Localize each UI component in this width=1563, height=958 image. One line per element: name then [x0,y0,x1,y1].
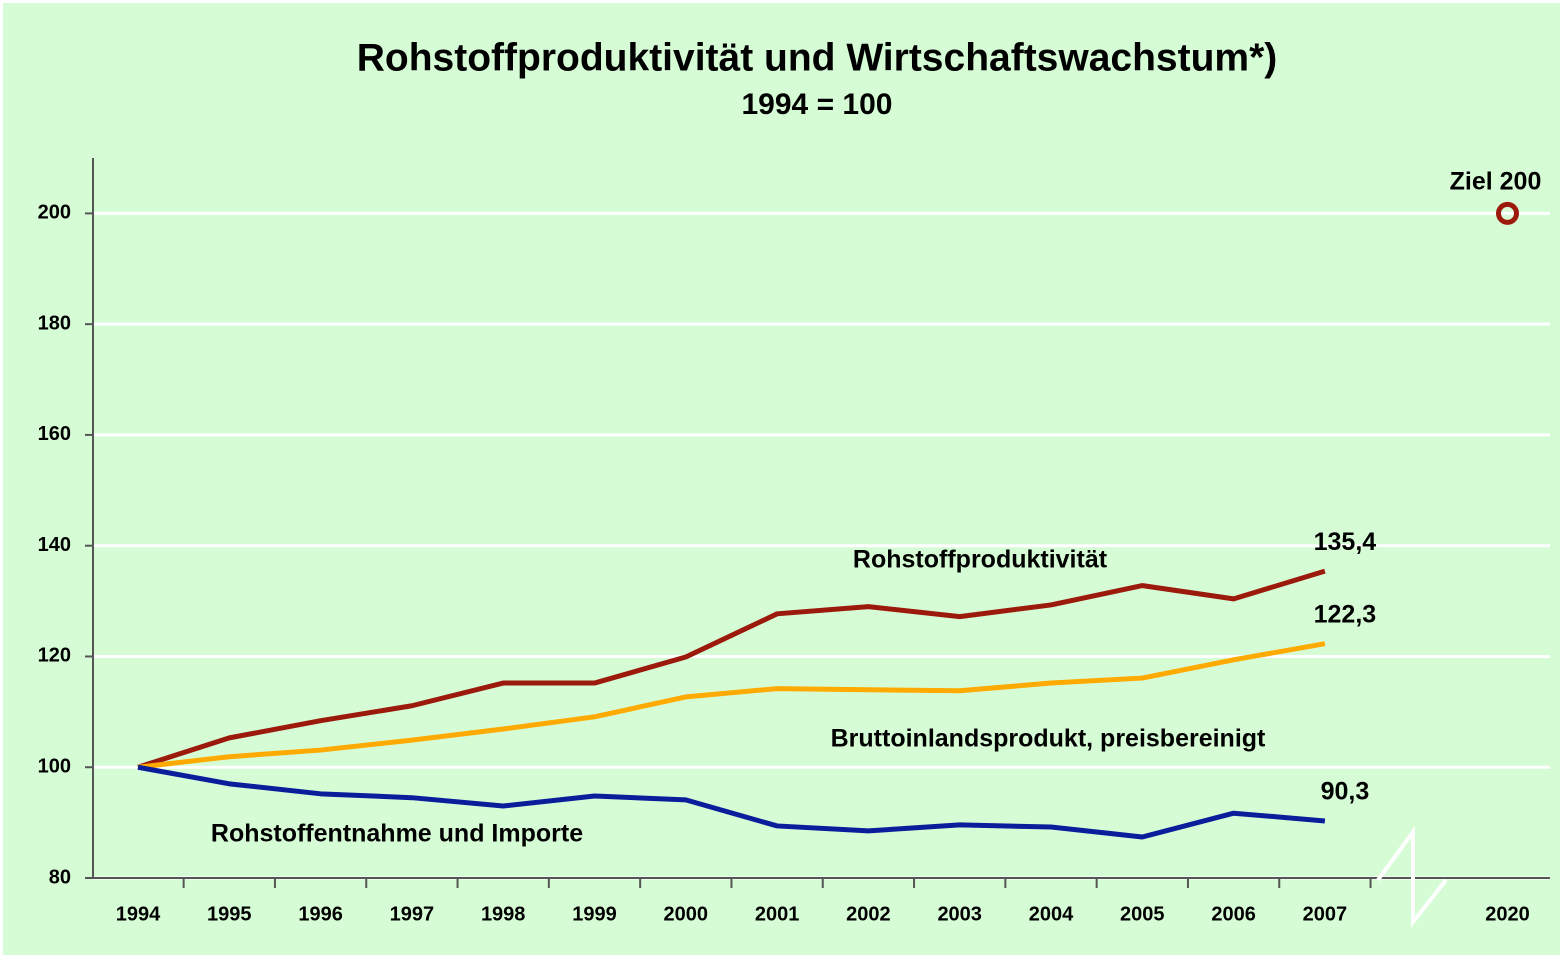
y-tick-label: 180 [38,312,71,334]
y-tick-label: 200 [38,202,71,224]
y-tick-label: 100 [38,756,71,778]
x-tick-label: 2020 [1485,903,1530,925]
x-tick-label: 2002 [846,903,891,925]
series-line [137,641,1326,770]
x-tick-label: 1997 [390,903,435,925]
series-line [137,568,1326,770]
x-tick-label: 2000 [664,903,709,925]
chart-subtitle: 1994 = 100 [742,88,893,121]
series-label: Rohstoffentnahme und Importe [211,820,583,848]
series-label: Rohstoffproduktivität [853,546,1108,574]
x-tick-label: 2007 [1303,903,1348,925]
x-tick-label: 2006 [1211,903,1256,925]
target-marker [1496,201,1519,225]
data-label: 90,3 [1321,778,1370,806]
series-label: Bruttoinlandsprodukt, preisbereinigt [831,725,1266,753]
axis-break [1376,825,1448,928]
x-tick-label: 1995 [207,903,252,925]
data-label: 135,4 [1314,528,1377,556]
y-tick-label: 80 [49,866,71,888]
x-tick-label: 1994 [116,903,161,925]
x-tick-label: 1999 [572,903,617,925]
chart-title: Rohstoffproduktivität und Wirtschaftswac… [357,36,1278,79]
data-label: 122,3 [1314,600,1377,628]
x-tick-label: 2004 [1029,903,1074,925]
x-tick-label: 1998 [481,903,526,925]
x-tick-label: 1996 [298,903,343,925]
x-tick-label: 2003 [937,903,982,925]
y-tick-label: 120 [38,645,71,667]
series-line [137,764,1326,840]
y-tick-label: 140 [38,534,71,556]
x-tick-label: 2005 [1120,903,1165,925]
y-tick-label: 160 [38,423,71,445]
x-tick-label: 2001 [755,903,800,925]
target-label: Ziel 200 [1450,168,1542,196]
